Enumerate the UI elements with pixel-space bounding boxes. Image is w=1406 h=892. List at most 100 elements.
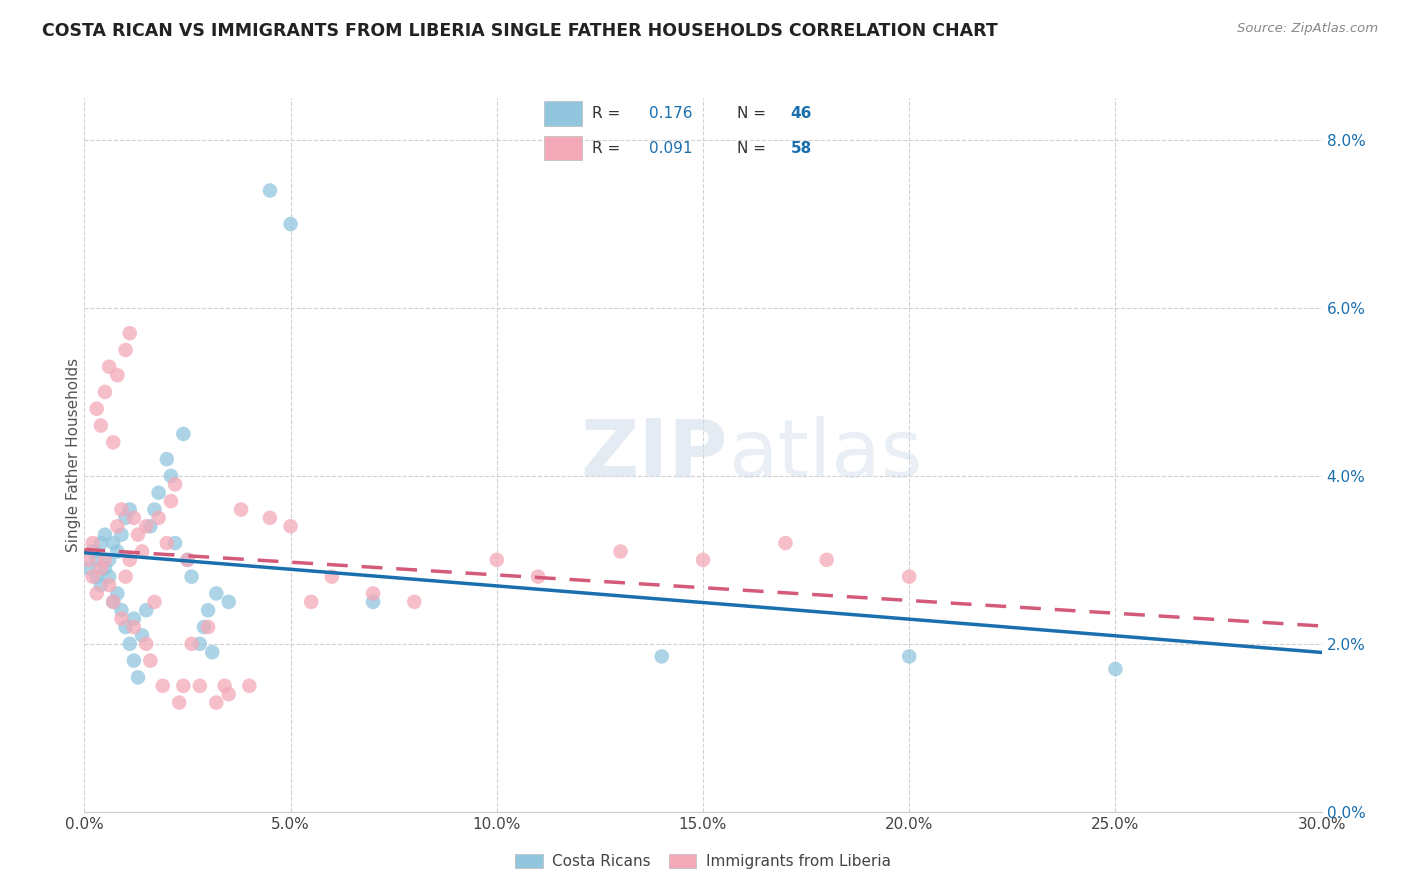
- Point: [898, 569, 921, 583]
- Point: [110, 527, 132, 541]
- Point: [103, 435, 125, 450]
- Point: [280, 519, 302, 533]
- Point: [110, 603, 132, 617]
- Point: [160, 494, 183, 508]
- Point: [193, 620, 215, 634]
- Point: [259, 184, 281, 198]
- Point: [90, 536, 112, 550]
- Point: [82, 544, 104, 558]
- Point: [98, 569, 121, 583]
- Point: [94, 561, 117, 575]
- Point: [143, 595, 166, 609]
- Point: [114, 511, 136, 525]
- Text: ZIP: ZIP: [581, 416, 728, 494]
- Point: [404, 595, 426, 609]
- Point: [110, 612, 132, 626]
- Point: [197, 620, 219, 634]
- Text: 46: 46: [790, 106, 813, 121]
- Point: [98, 553, 121, 567]
- Point: [188, 679, 211, 693]
- Point: [139, 519, 162, 533]
- Bar: [544, 136, 582, 161]
- Point: [86, 586, 108, 600]
- Legend: Costa Ricans, Immigrants from Liberia: Costa Ricans, Immigrants from Liberia: [509, 848, 897, 875]
- Point: [77, 553, 100, 567]
- Point: [197, 603, 219, 617]
- Point: [103, 536, 125, 550]
- Point: [180, 637, 202, 651]
- Text: N =: N =: [737, 141, 770, 156]
- Text: atlas: atlas: [728, 416, 922, 494]
- Point: [105, 519, 128, 533]
- Point: [1104, 662, 1126, 676]
- Text: R =: R =: [592, 141, 624, 156]
- Point: [82, 536, 104, 550]
- Text: 0.176: 0.176: [650, 106, 693, 121]
- Point: [152, 679, 174, 693]
- Point: [114, 343, 136, 357]
- Point: [156, 452, 179, 467]
- Point: [127, 527, 149, 541]
- Point: [160, 469, 183, 483]
- Point: [98, 578, 121, 592]
- Point: [122, 612, 145, 626]
- Point: [651, 649, 673, 664]
- Point: [90, 418, 112, 433]
- Point: [118, 553, 141, 567]
- Point: [692, 553, 714, 567]
- Point: [86, 401, 108, 416]
- Point: [229, 502, 252, 516]
- Point: [176, 553, 198, 567]
- Point: [94, 527, 117, 541]
- Text: N =: N =: [737, 106, 770, 121]
- Point: [143, 502, 166, 516]
- Point: [188, 637, 211, 651]
- Text: 58: 58: [790, 141, 813, 156]
- Point: [165, 477, 187, 491]
- Point: [118, 637, 141, 651]
- Point: [361, 586, 384, 600]
- Point: [775, 536, 797, 550]
- Point: [898, 649, 921, 664]
- Point: [105, 586, 128, 600]
- Point: [131, 544, 153, 558]
- Point: [139, 654, 162, 668]
- Point: [127, 670, 149, 684]
- Y-axis label: Single Father Households: Single Father Households: [66, 358, 80, 552]
- Point: [167, 696, 190, 710]
- Point: [90, 561, 112, 575]
- Point: [122, 620, 145, 634]
- Point: [86, 569, 108, 583]
- Point: [172, 426, 194, 441]
- Point: [77, 561, 100, 575]
- Bar: [544, 101, 582, 126]
- Point: [114, 569, 136, 583]
- Point: [201, 645, 224, 659]
- Point: [172, 679, 194, 693]
- Point: [218, 687, 240, 701]
- Point: [135, 637, 157, 651]
- Point: [105, 544, 128, 558]
- Text: Source: ZipAtlas.com: Source: ZipAtlas.com: [1237, 22, 1378, 36]
- Point: [135, 519, 157, 533]
- Point: [105, 368, 128, 383]
- Point: [218, 595, 240, 609]
- Point: [110, 502, 132, 516]
- Point: [122, 511, 145, 525]
- Point: [205, 696, 228, 710]
- Point: [156, 536, 179, 550]
- Point: [148, 511, 170, 525]
- Point: [214, 679, 236, 693]
- Point: [321, 569, 343, 583]
- Point: [485, 553, 508, 567]
- Point: [86, 553, 108, 567]
- Point: [90, 578, 112, 592]
- Point: [815, 553, 838, 567]
- Point: [165, 536, 187, 550]
- Point: [361, 595, 384, 609]
- Text: COSTA RICAN VS IMMIGRANTS FROM LIBERIA SINGLE FATHER HOUSEHOLDS CORRELATION CHAR: COSTA RICAN VS IMMIGRANTS FROM LIBERIA S…: [42, 22, 998, 40]
- Point: [259, 511, 281, 525]
- Point: [148, 485, 170, 500]
- Point: [135, 603, 157, 617]
- Point: [527, 569, 550, 583]
